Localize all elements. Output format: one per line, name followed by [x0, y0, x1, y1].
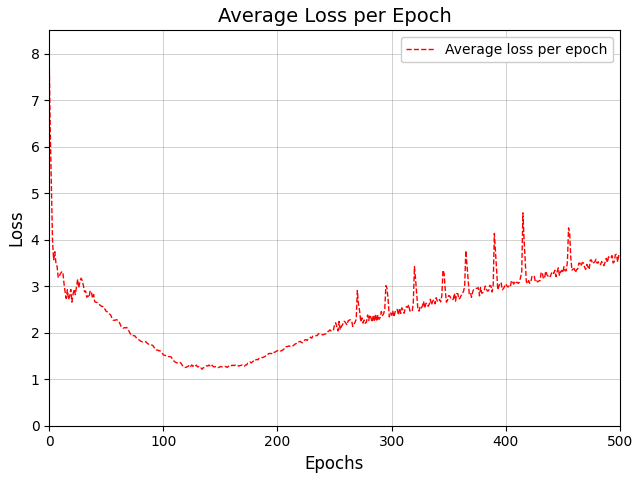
- Title: Average Loss per Epoch: Average Loss per Epoch: [218, 7, 451, 26]
- Average loss per epoch: [513, 279, 521, 285]
- Y-axis label: Loss: Loss: [7, 210, 25, 246]
- Average loss per epoch: [615, 252, 623, 258]
- Average loss per epoch: [198, 366, 206, 372]
- Line: Average loss per epoch: Average loss per epoch: [49, 54, 619, 369]
- Average loss per epoch: [45, 51, 53, 57]
- Legend: Average loss per epoch: Average loss per epoch: [401, 37, 613, 62]
- X-axis label: Epochs: Epochs: [305, 455, 364, 473]
- Average loss per epoch: [602, 255, 610, 261]
- Average loss per epoch: [317, 331, 324, 337]
- Average loss per epoch: [355, 301, 362, 307]
- Average loss per epoch: [385, 314, 393, 320]
- Average loss per epoch: [321, 331, 328, 337]
